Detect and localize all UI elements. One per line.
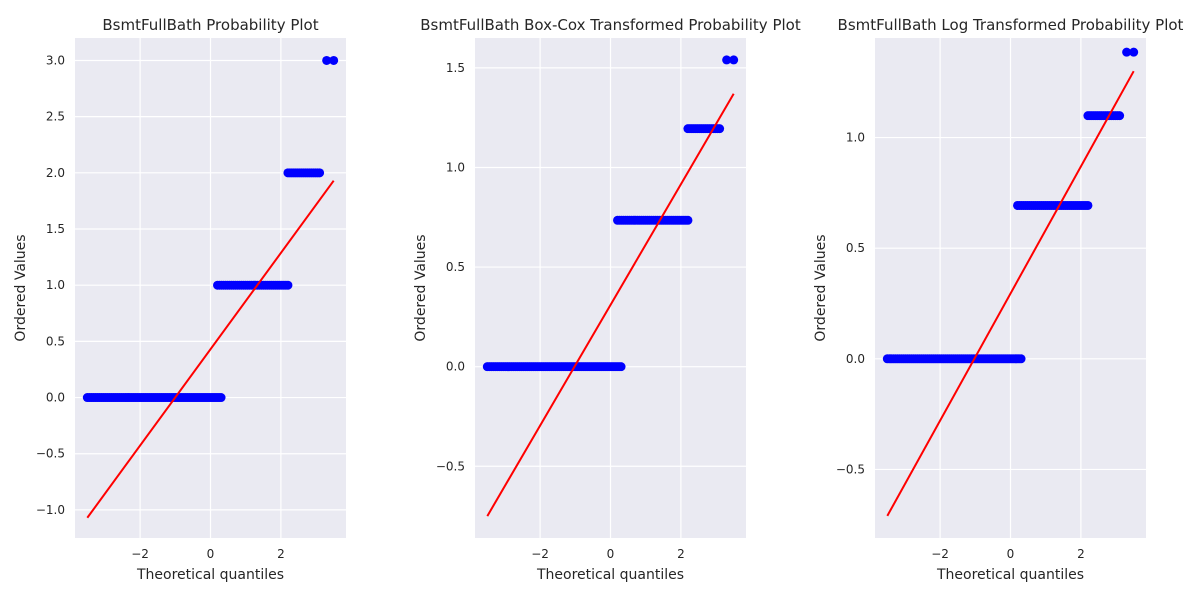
data-point	[322, 55, 332, 65]
chart-title: BsmtFullBath Box-Cox Transformed Probabi…	[420, 16, 801, 34]
y-tick-label: 0.5	[846, 241, 865, 255]
fit-line	[486, 93, 735, 517]
y-tick-label: −0.5	[836, 462, 865, 476]
y-tick-label: 0.0	[46, 391, 65, 405]
data-point	[329, 55, 339, 65]
y-axis-label: Ordered Values	[413, 234, 429, 341]
data-point	[683, 215, 693, 225]
probability-plot-1: −2 0 2 −1.0 −0.5 0.0 0.5 1.0 1.5 2.0 2.5 3.0 BsmtFul…	[13, 16, 346, 583]
x-axis-label: Theoretical quantiles	[536, 567, 684, 583]
y-tick-label: −1.0	[36, 503, 65, 517]
data-point	[722, 55, 732, 65]
x-axis-label: Theoretical quantiles	[136, 567, 284, 583]
data-point	[1115, 111, 1125, 121]
data-point	[1083, 200, 1093, 210]
x-tick-label: 0	[607, 547, 615, 561]
fit-line	[886, 70, 1135, 517]
points-series	[882, 47, 1139, 364]
data-point	[1122, 47, 1132, 57]
chart-title: BsmtFullBath Log Transformed Probability…	[838, 16, 1184, 34]
x-tick-label: −2	[531, 547, 549, 561]
x-tick-label: 0	[207, 547, 215, 561]
x-axis-label: Theoretical quantiles	[936, 567, 1084, 583]
y-tick-label: 0.5	[46, 334, 65, 348]
probability-plot-3: −2 0 2 −0.5 0.0 0.5 1.0 BsmtFullBath Log Transf…	[813, 16, 1184, 583]
data-point	[216, 393, 226, 403]
y-tick-label: 1.0	[846, 131, 865, 145]
y-tick-label: 1.0	[46, 278, 65, 292]
x-tick-label: −2	[931, 547, 949, 561]
x-tick-label: −2	[131, 547, 149, 561]
fit-line	[86, 180, 335, 519]
data-point	[616, 362, 626, 372]
x-tick-label: 2	[677, 547, 685, 561]
y-tick-label: 0.0	[446, 360, 465, 374]
y-tick-label: 2.0	[46, 166, 65, 180]
x-tick-label: 2	[277, 547, 285, 561]
points-series	[482, 55, 739, 372]
data-point	[283, 280, 293, 290]
y-tick-label: −0.5	[36, 447, 65, 461]
data-point	[715, 124, 725, 134]
points-series	[82, 55, 339, 403]
data-point	[729, 55, 739, 65]
y-tick-label: 3.0	[46, 53, 65, 67]
x-tick-label: 0	[1007, 547, 1015, 561]
data-point	[1016, 354, 1026, 364]
y-axis-label: Ordered Values	[813, 234, 829, 341]
y-tick-label: 0.0	[846, 352, 865, 366]
y-tick-label: 1.5	[446, 61, 465, 75]
chart-title: BsmtFullBath Probability Plot	[102, 16, 318, 34]
y-axis-label: Ordered Values	[13, 234, 29, 341]
x-tick-label: 2	[1077, 547, 1085, 561]
y-tick-label: 1.0	[446, 160, 465, 174]
y-tick-label: 1.5	[46, 222, 65, 236]
y-tick-label: 2.5	[46, 110, 65, 124]
y-tick-label: −0.5	[436, 459, 465, 473]
data-point	[315, 168, 325, 178]
y-tick-label: 0.5	[446, 260, 465, 274]
probability-plot-2: −2 0 2 −0.5 0.0 0.5 1.0 1.5 BsmtFullBath Box-Cox…	[413, 16, 801, 583]
data-point	[1129, 47, 1139, 57]
